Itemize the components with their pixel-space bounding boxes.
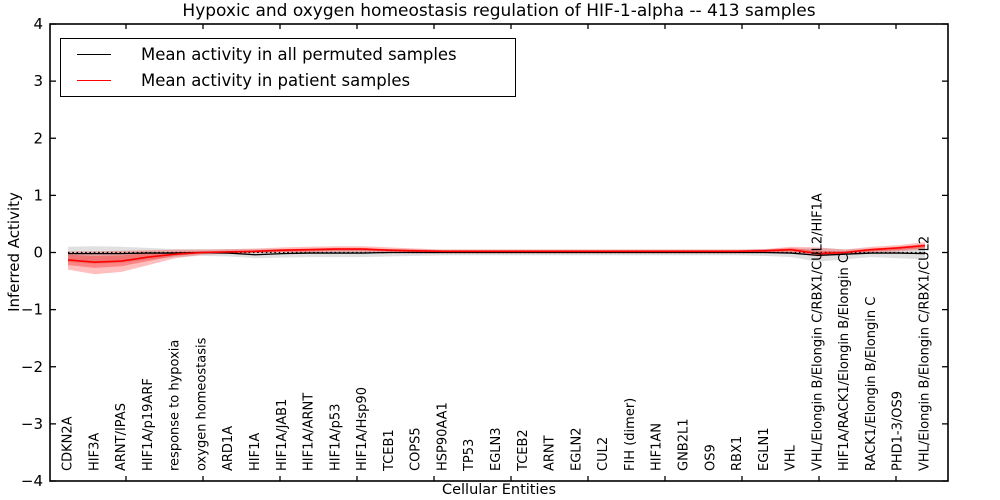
- category-label: VHL/Elongin B/Elongin C/RBX1/CUL2/HIF1A: [810, 193, 825, 471]
- legend-line-permuted-icon: [77, 54, 111, 55]
- legend: Mean activity in all permuted samples Me…: [60, 38, 516, 97]
- category-label: ARD1A: [221, 426, 236, 471]
- x-axis-label: Cellular Entities: [441, 482, 557, 498]
- legend-item-permuted: Mean activity in all permuted samples: [77, 45, 515, 65]
- category-label: RACK1/Elongin B/Elongin C: [864, 297, 879, 471]
- category-label: HIF1A/RACK1/Elongin B/Elongin C: [837, 254, 852, 471]
- category-label: oxygen homeostasis: [194, 337, 209, 471]
- y-tick-label: 4: [33, 15, 43, 33]
- category-label: VHL/Elongin B/Elongin C/RBX1/CUL2: [918, 236, 933, 471]
- series-line-patient: [67, 244, 926, 264]
- category-label: HIF3A: [87, 433, 102, 471]
- category-label: response to hypoxia: [168, 340, 183, 471]
- legend-item-patient: Mean activity in patient samples: [77, 71, 515, 91]
- category-label: EGLN3: [489, 427, 504, 471]
- category-label: OS9: [703, 444, 718, 471]
- y-tick-label: −2: [21, 358, 43, 376]
- y-tick-label: 0: [33, 244, 43, 262]
- category-label: TP53: [462, 439, 477, 472]
- category-label: CDKN2A: [61, 416, 76, 471]
- category-label: HIF1AN: [650, 423, 665, 471]
- y-tick-label: 3: [33, 72, 43, 90]
- legend-line-patient-icon: [77, 80, 111, 81]
- category-label: HIF1A/ARNT: [302, 393, 317, 471]
- legend-label-permuted: Mean activity in all permuted samples: [141, 45, 457, 64]
- y-tick-label: −3: [21, 415, 43, 433]
- band-patient-range-outer: [68, 242, 925, 275]
- category-label: GNB2L1: [677, 418, 692, 471]
- y-tick-label: 2: [33, 129, 43, 147]
- y-tick-label: −4: [21, 472, 43, 490]
- category-label: HIF1A: [248, 433, 263, 471]
- category-label: PHD1-3/OS9: [891, 391, 906, 471]
- category-label: CUL2: [596, 437, 611, 471]
- category-label: HIF1A/p53: [328, 404, 343, 471]
- chart-title: Hypoxic and oxygen homeostasis regulatio…: [182, 1, 816, 21]
- category-label: ARNT/IPAS: [114, 403, 129, 471]
- category-label: FIH (dimer): [623, 398, 638, 471]
- y-tick-label: −1: [21, 301, 43, 319]
- category-label: EGLN2: [569, 427, 584, 471]
- y-tick-label: 1: [33, 186, 43, 204]
- category-label: VHL: [784, 444, 799, 471]
- category-label: TCEB2: [516, 429, 531, 472]
- category-label: ARNT: [543, 435, 558, 471]
- legend-label-patient: Mean activity in patient samples: [141, 71, 411, 90]
- category-label: HIF1A/p19ARF: [141, 378, 156, 471]
- category-label: RBX1: [730, 436, 745, 471]
- category-label: EGLN1: [757, 427, 772, 471]
- category-label: TCEB1: [382, 429, 397, 472]
- category-label: COPS5: [409, 427, 424, 471]
- category-label: HIF1A/JAB1: [275, 399, 290, 471]
- category-label: HSP90AA1: [435, 402, 450, 471]
- category-label: HIF1A/Hsp90: [355, 387, 370, 471]
